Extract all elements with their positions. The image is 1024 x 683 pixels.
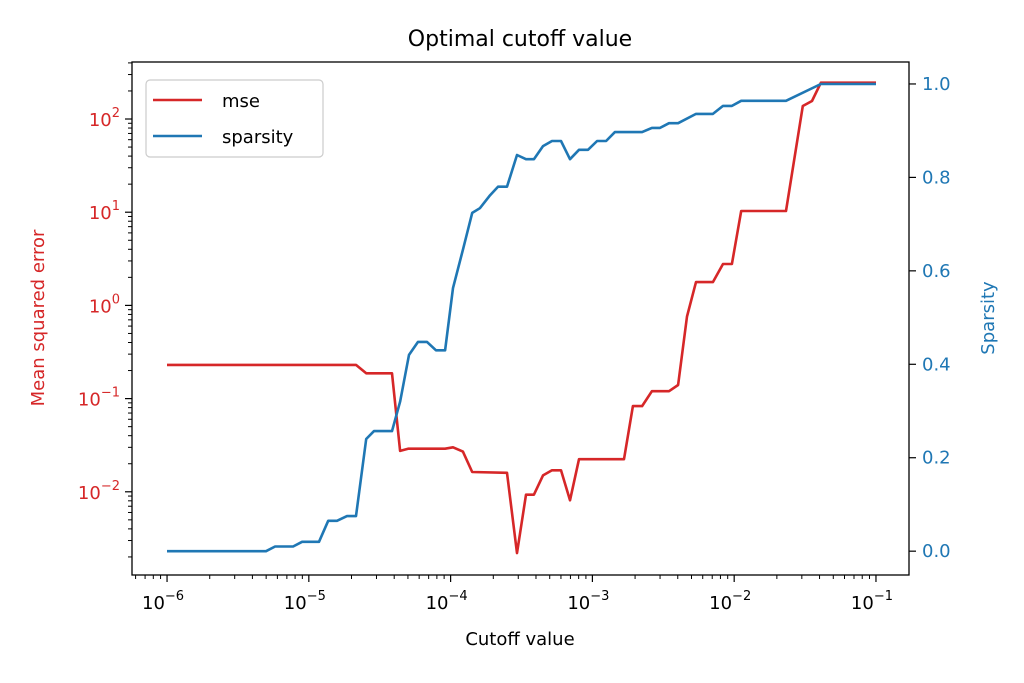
tick-label-exponent: −2 <box>732 589 751 604</box>
tick-label-base: 10 <box>426 593 449 614</box>
y-right-tick-label: 0.6 <box>922 261 951 282</box>
y-left-tick-label: 101 <box>89 199 120 224</box>
legend-label-mse: mse <box>222 91 260 112</box>
tick-label-base: 10 <box>709 593 732 614</box>
tick-label-exponent: 1 <box>112 199 120 214</box>
tick-label-base: 10 <box>142 593 165 614</box>
tick-label-exponent: −6 <box>165 589 184 604</box>
legend-label-sparsity: sparsity <box>222 127 294 148</box>
tick-label-base: 10 <box>567 593 590 614</box>
y-left-tick-label: 100 <box>89 292 120 317</box>
y-left-tick-label: 102 <box>89 106 120 131</box>
tick-label-base: 10 <box>78 483 101 504</box>
y-right-tick-label: 0.0 <box>922 541 951 562</box>
tick-label-exponent: −5 <box>307 589 326 604</box>
chart-title: Optimal cutoff value <box>408 27 632 52</box>
tick-label-base: 10 <box>78 390 101 411</box>
tick-label-exponent: −1 <box>101 386 120 401</box>
tick-label-exponent: 2 <box>112 106 120 121</box>
x-tick-label: 10−4 <box>426 589 468 614</box>
plot-frame <box>131 61 910 576</box>
tick-label-exponent: −1 <box>874 589 893 604</box>
tick-label-base: 10 <box>851 593 874 614</box>
tick-label-exponent: −4 <box>448 589 467 604</box>
x-tick-label: 10−2 <box>709 589 751 614</box>
series-line-sparsity <box>167 82 876 553</box>
y-right-tick-label: 0.2 <box>922 448 951 469</box>
y-left-axis-label: Mean squared error <box>28 229 49 406</box>
x-tick-label: 10−6 <box>142 589 184 614</box>
y-left-tick-label: 10−1 <box>78 386 120 411</box>
x-tick-label: 10−3 <box>567 589 609 614</box>
y-right-tick-label: 0.4 <box>922 354 951 375</box>
y-right-tick-label: 0.8 <box>922 167 951 188</box>
tick-label-exponent: −3 <box>590 589 609 604</box>
y-right-axis-label: Sparsity <box>978 281 999 355</box>
series-line-mse <box>167 81 876 555</box>
tick-label-base: 10 <box>284 593 307 614</box>
tick-label-exponent: −2 <box>101 479 120 494</box>
tick-label-exponent: 0 <box>112 292 120 307</box>
tick-label-base: 10 <box>89 296 112 317</box>
axis-ticks: 10−6 10−5 10−4 10−3 10−2 10−110−210−110010110… <box>78 62 951 614</box>
x-tick-label: 10−1 <box>851 589 893 614</box>
x-tick-label: 10−5 <box>284 589 326 614</box>
legend: mse sparsity <box>145 79 324 158</box>
tick-label-base: 10 <box>89 203 112 224</box>
tick-label-base: 10 <box>89 110 112 131</box>
series-lines <box>167 81 876 555</box>
x-axis-label: Cutoff value <box>465 629 574 650</box>
y-left-tick-label: 10−2 <box>78 479 120 504</box>
y-right-tick-label: 1.0 <box>922 74 951 95</box>
